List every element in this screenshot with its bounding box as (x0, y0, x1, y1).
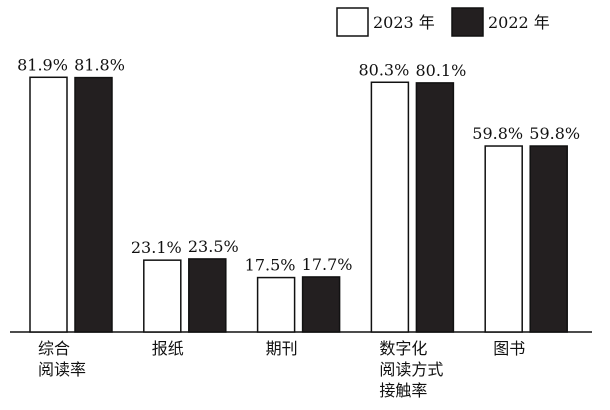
value-label: 80.1% (415, 61, 466, 80)
value-label: 23.1% (131, 238, 182, 257)
value-label: 59.8% (529, 124, 580, 143)
bar (29, 76, 68, 333)
x-tick-label: 数字化 阅读方式 接触率 (379, 339, 444, 400)
legend-label: 2023 年 (373, 13, 435, 32)
x-tick-label: 综合 阅读率 (38, 339, 87, 379)
bar (256, 276, 296, 333)
x-tick-label: 图书 (493, 339, 526, 358)
legend-swatch (451, 7, 484, 37)
x-tick-label: 期刊 (265, 339, 298, 358)
value-label: 17.5% (245, 256, 296, 275)
value-label: 59.8% (472, 124, 523, 143)
bar (188, 258, 227, 333)
bar (415, 82, 455, 333)
value-label: 81.8% (74, 56, 125, 75)
bar (529, 145, 568, 333)
value-label: 17.7% (302, 255, 353, 274)
bar (74, 76, 113, 333)
legend-label: 2022 年 (488, 13, 550, 32)
bar (370, 81, 410, 333)
value-label: 23.5% (188, 237, 239, 256)
bar (484, 145, 523, 333)
bar (301, 276, 341, 333)
legend-swatch (336, 7, 369, 37)
x-tick-label: 报纸 (151, 339, 184, 358)
bar (143, 259, 182, 333)
value-label: 80.3% (358, 60, 409, 79)
value-label: 81.9% (17, 55, 68, 74)
